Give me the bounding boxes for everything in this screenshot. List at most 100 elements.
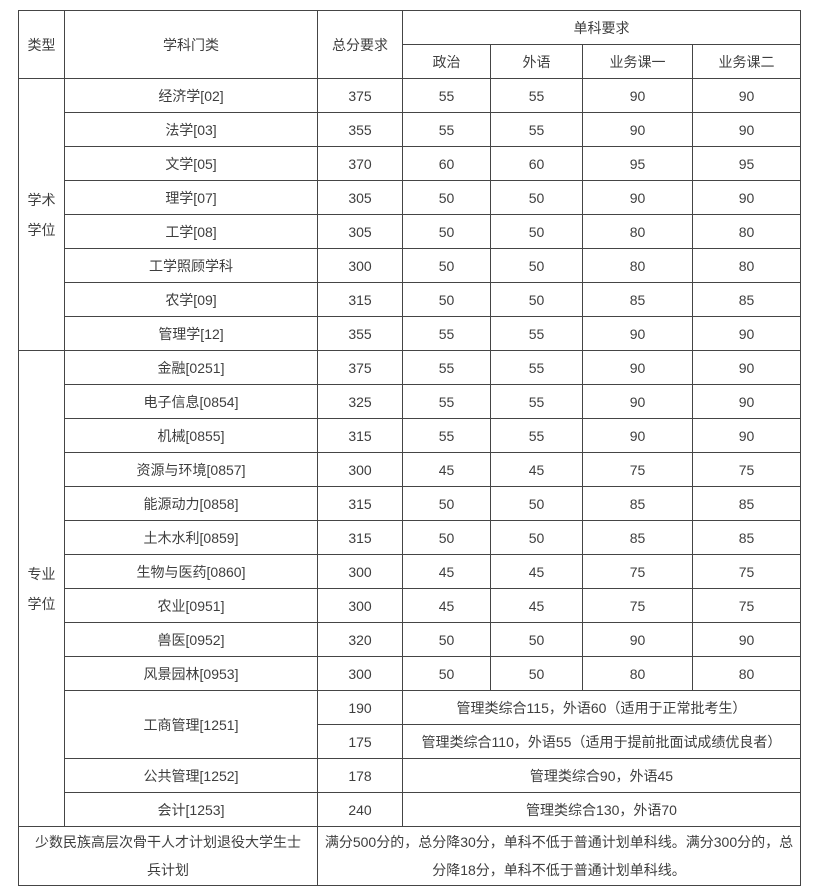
- subject-cell: 农业[0951]: [64, 588, 318, 623]
- table-row: 175 管理类综合110，外语55（适用于提前批面试成绩优良者）: [19, 724, 801, 759]
- total-cell: 190: [317, 690, 403, 725]
- subject-cell: 金融[0251]: [64, 350, 318, 385]
- table-row: 工学[08] 305 50 50 80 80: [19, 214, 801, 249]
- admission-score-table: 类型 学科门类 总分要求 单科要求 政治 外语 业务课一 业务课二 学术学位 经济学[02] 37…: [18, 10, 801, 886]
- score-cell: 50: [490, 656, 583, 691]
- score-cell: 50: [402, 282, 491, 317]
- table-row: 学术学位 经济学[02] 375 55 55 90 90: [18, 78, 801, 351]
- total-cell: 178: [317, 758, 403, 793]
- score-cell: 75: [582, 554, 693, 589]
- score-cell: 55: [402, 112, 491, 147]
- header-sub-2: 业务课一: [582, 44, 693, 79]
- table-row: 工学照顾学科 300 50 50 80 80: [19, 248, 801, 283]
- table-row: 会计[1253] 240 管理类综合130，外语70: [19, 792, 801, 827]
- type-cell: 专业学位: [18, 350, 65, 827]
- score-cell: 90: [692, 112, 801, 147]
- score-cell: 55: [402, 78, 491, 113]
- table-row: 理学[07] 305 50 50 90 90: [19, 180, 801, 215]
- score-cell: 90: [582, 112, 693, 147]
- score-cell: 45: [402, 452, 491, 487]
- score-cell: 55: [490, 418, 583, 453]
- header-sub-0: 政治: [402, 44, 491, 79]
- subject-cell: 机械[0855]: [64, 418, 318, 453]
- score-cell: 95: [692, 146, 801, 181]
- score-cell: 90: [582, 622, 693, 657]
- footer-label-cell: 少数民族高层次骨干人才计划退役大学生士兵计划: [18, 826, 318, 886]
- score-cell: 50: [402, 486, 491, 521]
- score-cell: 80: [692, 656, 801, 691]
- total-cell: 240: [317, 792, 403, 827]
- table-row: 资源与环境[0857] 300 45 45 75 75: [19, 452, 801, 487]
- subject-cell: 工学照顾学科: [64, 248, 318, 283]
- score-cell: 85: [692, 282, 801, 317]
- total-cell: 175: [317, 724, 403, 759]
- score-cell: 50: [402, 214, 491, 249]
- total-cell: 315: [317, 282, 403, 317]
- score-cell: 55: [402, 384, 491, 419]
- table-body: 学术学位 经济学[02] 375 55 55 90 90 法学[03] 355 55 55 90 90 文…: [18, 78, 801, 886]
- footer-note-cell: 满分500分的，总分降30分，单科不低于普通计划单科线。满分300分的，总分降1…: [317, 826, 801, 886]
- score-cell: 80: [692, 214, 801, 249]
- score-cell: 50: [402, 656, 491, 691]
- score-cell: 90: [582, 316, 693, 351]
- subject-cell: 农学[09]: [64, 282, 318, 317]
- total-cell: 320: [317, 622, 403, 657]
- score-cell: 90: [582, 418, 693, 453]
- score-cell: 90: [692, 418, 801, 453]
- subject-cell: 文学[05]: [64, 146, 318, 181]
- table-row: 能源动力[0858] 315 50 50 85 85: [19, 486, 801, 521]
- score-cell: 60: [490, 146, 583, 181]
- note-cell: 管理类综合110，外语55（适用于提前批面试成绩优良者）: [402, 724, 801, 759]
- table-row: 生物与医药[0860] 300 45 45 75 75: [19, 554, 801, 589]
- score-cell: 80: [582, 248, 693, 283]
- score-cell: 90: [692, 180, 801, 215]
- header-single-requirement: 单科要求: [402, 10, 801, 45]
- score-cell: 95: [582, 146, 693, 181]
- subject-cell: 电子信息[0854]: [64, 384, 318, 419]
- score-cell: 50: [490, 282, 583, 317]
- score-cell: 55: [490, 78, 583, 113]
- table-row: 工商管理[1251] 190 管理类综合115，外语60（适用于正常批考生）: [19, 690, 801, 759]
- score-cell: 75: [692, 554, 801, 589]
- total-cell: 305: [317, 180, 403, 215]
- subject-cell: 理学[07]: [64, 180, 318, 215]
- total-cell: 300: [317, 452, 403, 487]
- total-cell: 300: [317, 656, 403, 691]
- table-row: 文学[05] 370 60 60 95 95: [19, 146, 801, 181]
- subject-cell: 生物与医药[0860]: [64, 554, 318, 589]
- note-cell: 管理类综合130，外语70: [402, 792, 801, 827]
- header-subject: 学科门类: [64, 10, 318, 79]
- total-cell: 315: [317, 520, 403, 555]
- total-cell: 300: [317, 588, 403, 623]
- score-cell: 80: [582, 214, 693, 249]
- score-cell: 80: [582, 656, 693, 691]
- score-cell: 50: [490, 520, 583, 555]
- score-cell: 45: [402, 554, 491, 589]
- subject-cell: 资源与环境[0857]: [64, 452, 318, 487]
- table-row: 法学[03] 355 55 55 90 90: [19, 112, 801, 147]
- score-cell: 50: [490, 486, 583, 521]
- score-cell: 90: [582, 350, 693, 385]
- table-row: 兽医[0952] 320 50 50 90 90: [19, 622, 801, 657]
- subject-cell: 经济学[02]: [64, 78, 318, 113]
- subject-cell: 工商管理[1251]: [64, 690, 318, 759]
- header-row-top: 类型 学科门类 总分要求 单科要求: [18, 10, 801, 79]
- table-row: 风景园林[0953] 300 50 50 80 80: [19, 656, 801, 691]
- score-cell: 45: [490, 452, 583, 487]
- score-cell: 90: [582, 180, 693, 215]
- score-cell: 85: [692, 486, 801, 521]
- score-cell: 50: [490, 214, 583, 249]
- total-cell: 375: [317, 78, 403, 113]
- subject-cell: 工学[08]: [64, 214, 318, 249]
- score-cell: 80: [692, 248, 801, 283]
- total-cell: 370: [317, 146, 403, 181]
- header-row-sub: 政治 外语 业务课一 业务课二: [19, 44, 801, 79]
- table-row: 管理学[12] 355 55 55 90 90: [19, 316, 801, 351]
- subject-cell: 管理学[12]: [64, 316, 318, 351]
- score-cell: 90: [692, 78, 801, 113]
- score-cell: 45: [402, 588, 491, 623]
- total-cell: 300: [317, 248, 403, 283]
- score-cell: 45: [490, 554, 583, 589]
- score-cell: 90: [692, 316, 801, 351]
- subject-cell: 能源动力[0858]: [64, 486, 318, 521]
